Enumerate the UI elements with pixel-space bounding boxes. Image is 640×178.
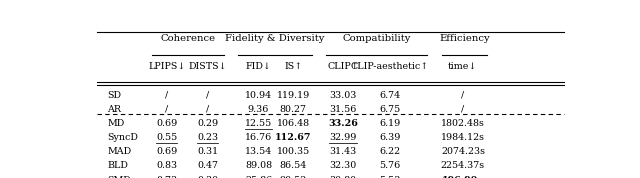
Text: MAD: MAD xyxy=(108,147,131,156)
Text: SMD: SMD xyxy=(108,176,131,178)
Text: /: / xyxy=(165,105,168,114)
Text: 6.39: 6.39 xyxy=(380,133,401,142)
Text: /: / xyxy=(461,105,465,114)
Text: 12.55: 12.55 xyxy=(245,119,272,128)
Text: CLIP↑: CLIP↑ xyxy=(327,62,359,71)
Text: 6.75: 6.75 xyxy=(380,105,401,114)
Text: /: / xyxy=(461,91,465,100)
Text: 2074.23s: 2074.23s xyxy=(441,147,485,156)
Text: CLIP-aesthetic↑: CLIP-aesthetic↑ xyxy=(351,62,429,71)
Text: time↓: time↓ xyxy=(448,62,477,71)
Text: 119.19: 119.19 xyxy=(276,91,310,100)
Text: 9.36: 9.36 xyxy=(248,105,269,114)
Text: 90.52: 90.52 xyxy=(280,176,307,178)
Text: DISTS↓: DISTS↓ xyxy=(188,62,227,71)
Text: 0.55: 0.55 xyxy=(156,133,177,142)
Text: Fidelity & Diversity: Fidelity & Diversity xyxy=(225,34,324,43)
Text: 33.03: 33.03 xyxy=(329,91,356,100)
Text: Efficiency: Efficiency xyxy=(439,34,490,43)
Text: 0.73: 0.73 xyxy=(156,176,177,178)
Text: LPIPS↓: LPIPS↓ xyxy=(148,62,186,71)
Text: SyncD: SyncD xyxy=(108,133,138,142)
Text: 31.43: 31.43 xyxy=(329,147,356,156)
Text: /: / xyxy=(206,91,209,100)
Text: 1802.48s: 1802.48s xyxy=(441,119,485,128)
Text: 16.76: 16.76 xyxy=(245,133,272,142)
Text: 1984.12s: 1984.12s xyxy=(441,133,485,142)
Text: AR: AR xyxy=(108,105,122,114)
Text: SD: SD xyxy=(108,91,122,100)
Text: Compatibility: Compatibility xyxy=(342,34,411,43)
Text: 0.31: 0.31 xyxy=(197,147,218,156)
Text: 10.94: 10.94 xyxy=(245,91,272,100)
Text: /: / xyxy=(206,105,209,114)
Text: 6.74: 6.74 xyxy=(380,91,401,100)
Text: FID↓: FID↓ xyxy=(246,62,271,71)
Text: 5.53: 5.53 xyxy=(380,176,401,178)
Text: 89.08: 89.08 xyxy=(245,161,272,171)
Text: 31.56: 31.56 xyxy=(329,105,356,114)
Text: 0.83: 0.83 xyxy=(156,161,177,171)
Text: 32.30: 32.30 xyxy=(329,161,356,171)
Text: 2254.37s: 2254.37s xyxy=(441,161,485,171)
Text: 0.69: 0.69 xyxy=(156,119,177,128)
Text: 25.86: 25.86 xyxy=(245,176,272,178)
Text: 0.23: 0.23 xyxy=(197,133,218,142)
Text: 5.76: 5.76 xyxy=(380,161,401,171)
Text: 30.80: 30.80 xyxy=(330,176,356,178)
Text: 33.26: 33.26 xyxy=(328,119,358,128)
Text: 100.35: 100.35 xyxy=(276,147,310,156)
Text: 0.69: 0.69 xyxy=(156,147,177,156)
Text: 86.54: 86.54 xyxy=(280,161,307,171)
Text: 0.47: 0.47 xyxy=(197,161,218,171)
Text: 0.30: 0.30 xyxy=(197,176,218,178)
Text: 106.48: 106.48 xyxy=(276,119,310,128)
Text: 80.27: 80.27 xyxy=(280,105,307,114)
Text: 196.90s: 196.90s xyxy=(442,176,484,178)
Text: 13.54: 13.54 xyxy=(245,147,272,156)
Text: 112.67: 112.67 xyxy=(275,133,312,142)
Text: IS↑: IS↑ xyxy=(284,62,303,71)
Text: 0.29: 0.29 xyxy=(197,119,218,128)
Text: 32.99: 32.99 xyxy=(329,133,356,142)
Text: Coherence: Coherence xyxy=(160,34,216,43)
Text: 6.19: 6.19 xyxy=(380,119,401,128)
Text: BLD: BLD xyxy=(108,161,128,171)
Text: MD: MD xyxy=(108,119,125,128)
Text: 6.22: 6.22 xyxy=(380,147,401,156)
Text: /: / xyxy=(165,91,168,100)
